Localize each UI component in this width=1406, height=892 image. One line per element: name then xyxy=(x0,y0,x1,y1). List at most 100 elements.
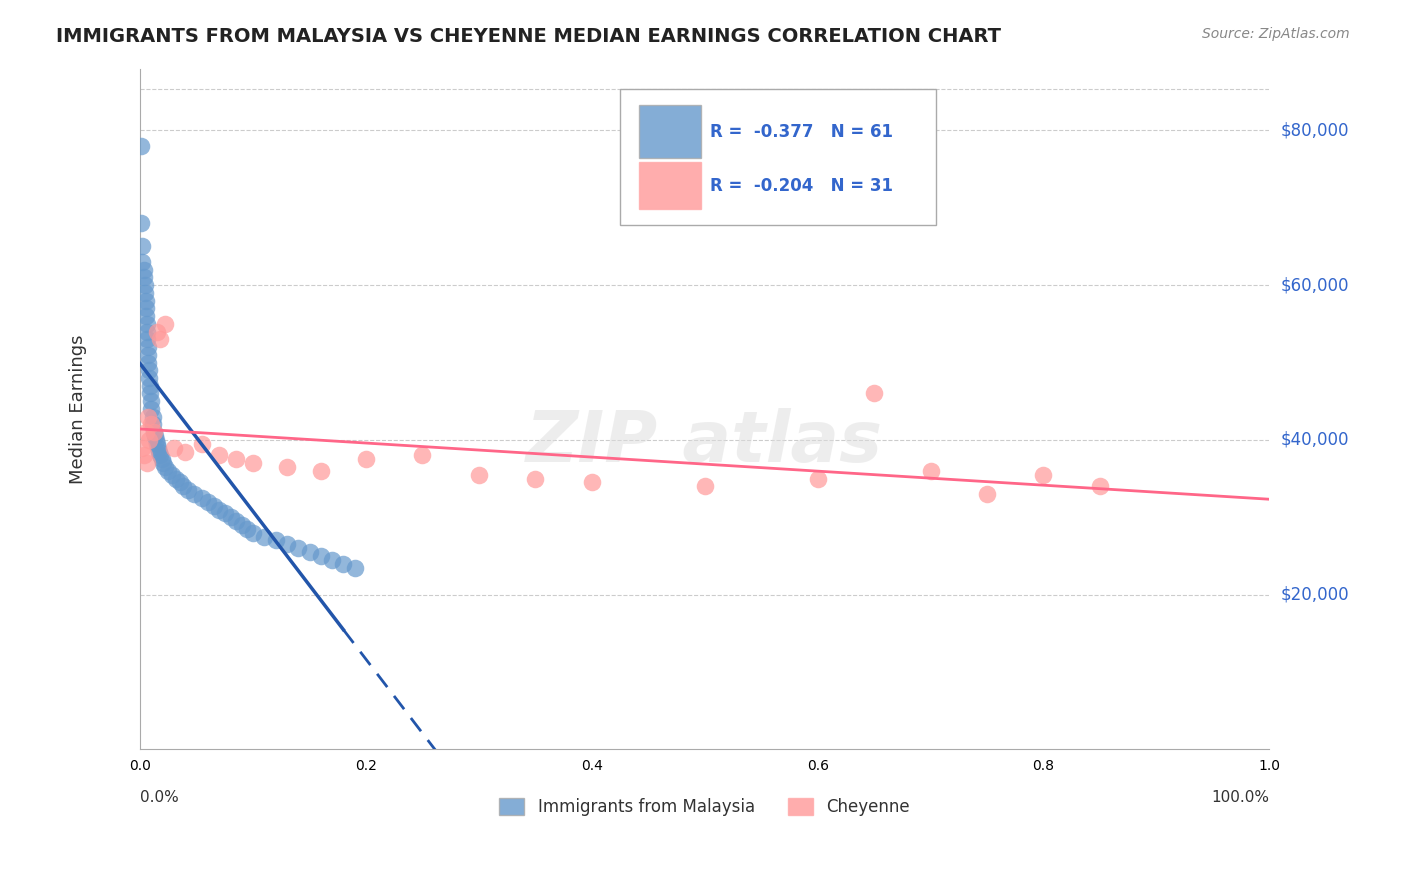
Point xyxy=(321,553,343,567)
Point xyxy=(863,386,886,401)
Point xyxy=(693,479,716,493)
Text: Median Earnings: Median Earnings xyxy=(69,334,87,483)
Text: R =  -0.377   N = 61: R = -0.377 N = 61 xyxy=(710,123,893,141)
Point xyxy=(135,309,157,323)
Point xyxy=(136,355,159,369)
Point xyxy=(191,437,214,451)
Point xyxy=(148,441,170,455)
Point xyxy=(172,479,194,493)
Point xyxy=(142,409,165,424)
Point xyxy=(138,371,160,385)
Point xyxy=(146,437,169,451)
Point xyxy=(136,348,159,362)
Text: $60,000: $60,000 xyxy=(1281,277,1350,294)
Point xyxy=(214,507,236,521)
Point xyxy=(131,255,153,269)
Point xyxy=(143,429,166,443)
Point xyxy=(165,472,187,486)
Point xyxy=(136,332,159,346)
Point xyxy=(298,545,321,559)
Point xyxy=(225,514,247,528)
Point xyxy=(153,460,176,475)
Point xyxy=(131,441,153,455)
Point xyxy=(309,549,332,563)
Point xyxy=(581,475,603,490)
Point xyxy=(139,386,162,401)
Legend: Immigrants from Malaysia, Cheyenne: Immigrants from Malaysia, Cheyenne xyxy=(492,791,917,822)
Point xyxy=(219,510,242,524)
Point xyxy=(242,525,264,540)
Point xyxy=(287,541,309,556)
Point xyxy=(132,449,155,463)
Point xyxy=(208,502,231,516)
Point xyxy=(138,433,160,447)
Point xyxy=(174,444,197,458)
Point xyxy=(276,537,298,551)
Point xyxy=(134,278,156,293)
Point xyxy=(160,467,183,482)
Point xyxy=(183,487,205,501)
Point xyxy=(141,394,163,409)
Point xyxy=(145,433,167,447)
Point xyxy=(231,518,253,533)
Point xyxy=(807,472,830,486)
Point xyxy=(132,270,155,285)
Point xyxy=(138,363,160,377)
Point xyxy=(134,285,156,300)
Point xyxy=(129,216,152,230)
Point xyxy=(135,301,157,316)
Point xyxy=(142,425,165,439)
Point xyxy=(225,452,247,467)
Point xyxy=(149,332,172,346)
Point xyxy=(524,472,547,486)
Point xyxy=(264,533,287,548)
Text: 100.0%: 100.0% xyxy=(1212,790,1270,805)
Point xyxy=(135,425,157,439)
Point xyxy=(163,441,186,455)
Point xyxy=(129,139,152,153)
FancyBboxPatch shape xyxy=(640,161,702,210)
Text: $20,000: $20,000 xyxy=(1281,586,1350,604)
Point xyxy=(136,340,159,354)
Point xyxy=(202,499,225,513)
Text: ZIP atlas: ZIP atlas xyxy=(526,409,883,477)
Point xyxy=(976,487,998,501)
Text: R =  -0.204   N = 31: R = -0.204 N = 31 xyxy=(710,177,893,194)
Point xyxy=(197,495,219,509)
Point xyxy=(236,522,259,536)
Point xyxy=(332,557,354,571)
Point xyxy=(208,449,231,463)
Point xyxy=(136,456,159,470)
Point xyxy=(142,425,165,439)
Point xyxy=(136,317,159,331)
Point xyxy=(149,449,172,463)
Point xyxy=(150,452,173,467)
Point xyxy=(411,449,433,463)
Point xyxy=(191,491,214,505)
Point xyxy=(343,560,366,574)
Point xyxy=(242,456,264,470)
Point xyxy=(142,417,165,432)
Point xyxy=(1032,467,1054,482)
Point xyxy=(153,317,176,331)
Point xyxy=(136,409,159,424)
Point xyxy=(276,460,298,475)
Point xyxy=(309,464,332,478)
Point xyxy=(139,378,162,392)
FancyBboxPatch shape xyxy=(620,89,936,225)
Text: Source: ZipAtlas.com: Source: ZipAtlas.com xyxy=(1202,27,1350,41)
Point xyxy=(132,262,155,277)
Point xyxy=(146,325,169,339)
Point xyxy=(253,530,276,544)
Point xyxy=(1088,479,1111,493)
Point xyxy=(148,444,170,458)
FancyBboxPatch shape xyxy=(640,105,702,159)
Point xyxy=(131,239,153,253)
Point xyxy=(920,464,942,478)
Text: $80,000: $80,000 xyxy=(1281,121,1350,139)
Point xyxy=(141,417,163,432)
Point xyxy=(176,483,198,498)
Point xyxy=(135,293,157,308)
Point xyxy=(468,467,491,482)
Point xyxy=(152,456,174,470)
